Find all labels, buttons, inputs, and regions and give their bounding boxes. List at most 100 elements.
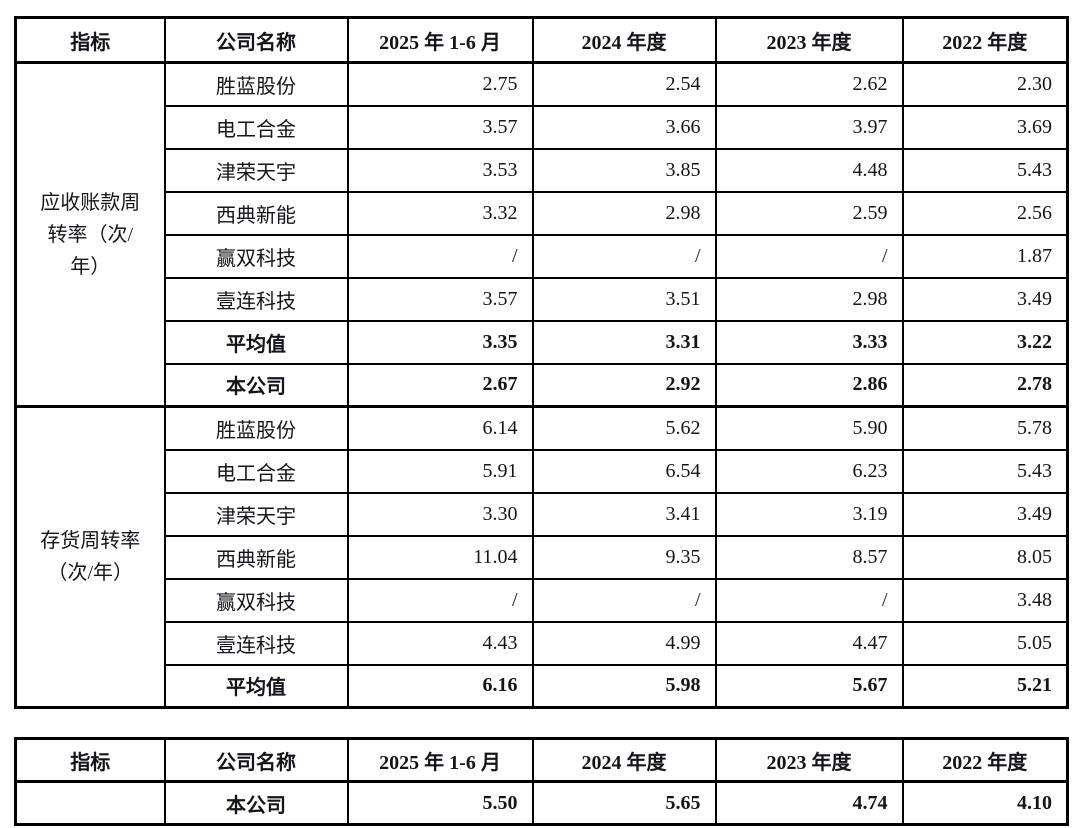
value-cell: 3.31 [531, 319, 717, 365]
value-cell: 4.74 [714, 780, 904, 826]
value-cell: 4.47 [714, 620, 904, 666]
row-label-average: 平均值 [163, 663, 349, 709]
value-cell: / [346, 233, 534, 279]
row-label-our-company: 本公司 [163, 780, 349, 826]
value-cell: 3.57 [346, 104, 534, 150]
value-cell: 6.54 [531, 448, 717, 494]
value-cell: 2.75 [346, 61, 534, 107]
row-label-average: 平均值 [163, 319, 349, 365]
value-cell: 2.98 [531, 190, 717, 236]
table-row: 西典新能 3.32 2.98 2.59 2.56 [16, 190, 1069, 236]
value-cell: 2.92 [531, 362, 717, 408]
column-header-2024: 2024 年度 [531, 16, 717, 64]
column-header-2022: 2022 年度 [901, 16, 1069, 64]
value-cell: / [714, 577, 904, 623]
value-cell: 5.43 [901, 448, 1069, 494]
column-header-indicator: 指标 [14, 737, 166, 783]
value-cell: 9.35 [531, 534, 717, 580]
value-cell: 8.05 [901, 534, 1069, 580]
value-cell: 3.19 [714, 491, 904, 537]
company-name-cell: 胜蓝股份 [163, 61, 349, 107]
value-cell: 6.14 [346, 405, 534, 451]
value-cell: 5.21 [901, 663, 1069, 709]
indicator-cell-receivables-turnover: 应收账款周 转率（次/ 年） [14, 61, 166, 408]
value-cell: 5.98 [531, 663, 717, 709]
value-cell: 2.67 [346, 362, 534, 408]
table-row: 赢双科技 / / / 1.87 [16, 233, 1069, 279]
value-cell: 5.43 [901, 147, 1069, 193]
value-cell: 3.53 [346, 147, 534, 193]
value-cell: 11.04 [346, 534, 534, 580]
value-cell: 3.97 [714, 104, 904, 150]
value-cell: 6.16 [346, 663, 534, 709]
indicator-cell-inventory-turnover: 存货周转率 （次/年） [14, 405, 166, 709]
company-name-cell: 津荣天宇 [163, 147, 349, 193]
value-cell: 5.90 [714, 405, 904, 451]
value-cell: 3.41 [531, 491, 717, 537]
table-row: 电工合金 5.91 6.54 6.23 5.43 [16, 448, 1069, 494]
value-cell: 5.91 [346, 448, 534, 494]
value-cell: 1.87 [901, 233, 1069, 279]
company-name-cell: 西典新能 [163, 534, 349, 580]
company-name-cell: 津荣天宇 [163, 491, 349, 537]
value-cell: 3.22 [901, 319, 1069, 365]
column-header-2022: 2022 年度 [901, 737, 1069, 783]
value-cell: / [346, 577, 534, 623]
header-row: 指标 公司名称 2025 年 1-6 月 2024 年度 2023 年度 202… [14, 16, 1069, 64]
column-header-2023: 2023 年度 [714, 737, 904, 783]
value-cell: / [531, 233, 717, 279]
value-cell: 2.62 [714, 61, 904, 107]
company-name-cell: 电工合金 [163, 448, 349, 494]
our-company-summary-table: 指标 公司名称 2025 年 1-6 月 2024 年度 2023 年度 202… [14, 737, 1069, 826]
value-cell: 4.48 [714, 147, 904, 193]
header-row: 指标 公司名称 2025 年 1-6 月 2024 年度 2023 年度 202… [14, 737, 1069, 783]
table-row: 存货周转率 （次/年） 胜蓝股份 6.14 5.62 5.90 5.78 [14, 405, 1069, 709]
table-row: 壹连科技 4.43 4.99 4.47 5.05 [16, 620, 1069, 666]
company-name-cell: 西典新能 [163, 190, 349, 236]
column-header-2023: 2023 年度 [714, 16, 904, 64]
value-cell: / [714, 233, 904, 279]
value-cell: / [531, 577, 717, 623]
value-cell: 3.51 [531, 276, 717, 322]
value-cell: 3.49 [901, 491, 1069, 537]
company-name-cell: 胜蓝股份 [163, 405, 349, 451]
company-name-cell: 赢双科技 [163, 577, 349, 623]
value-cell: 2.54 [531, 61, 717, 107]
company-name-cell: 壹连科技 [163, 620, 349, 666]
company-name-cell: 赢双科技 [163, 233, 349, 279]
value-cell: 2.86 [714, 362, 904, 408]
value-cell: 4.43 [346, 620, 534, 666]
table-row: 津荣天宇 3.53 3.85 4.48 5.43 [16, 147, 1069, 193]
value-cell: 5.05 [901, 620, 1069, 666]
column-header-company: 公司名称 [163, 737, 349, 783]
our-company-row: 本公司 2.67 2.92 2.86 2.78 [16, 362, 1069, 408]
column-header-2025: 2025 年 1-6 月 [346, 737, 534, 783]
table-row: 壹连科技 3.57 3.51 2.98 3.49 [16, 276, 1069, 322]
value-cell: 3.35 [346, 319, 534, 365]
value-cell: 4.10 [901, 780, 1069, 826]
value-cell: 3.57 [346, 276, 534, 322]
value-cell: 8.57 [714, 534, 904, 580]
value-cell: 3.33 [714, 319, 904, 365]
value-cell: 5.62 [531, 405, 717, 451]
table-row: 西典新能 11.04 9.35 8.57 8.05 [16, 534, 1069, 580]
value-cell: 2.98 [714, 276, 904, 322]
value-cell: 3.32 [346, 190, 534, 236]
average-row: 平均值 6.16 5.98 5.67 5.21 [16, 663, 1069, 709]
value-cell: 2.30 [901, 61, 1069, 107]
value-cell: 2.59 [714, 190, 904, 236]
column-header-2025: 2025 年 1-6 月 [346, 16, 534, 64]
value-cell: 5.65 [531, 780, 717, 826]
turnover-comparison-table: 指标 公司名称 2025 年 1-6 月 2024 年度 2023 年度 202… [14, 16, 1069, 709]
value-cell: 5.50 [346, 780, 534, 826]
company-name-cell: 壹连科技 [163, 276, 349, 322]
value-cell: 5.78 [901, 405, 1069, 451]
column-header-company: 公司名称 [163, 16, 349, 64]
value-cell: 3.85 [531, 147, 717, 193]
indicator-cell-empty [14, 780, 166, 826]
table-row: 津荣天宇 3.30 3.41 3.19 3.49 [16, 491, 1069, 537]
value-cell: 2.78 [901, 362, 1069, 408]
value-cell: 6.23 [714, 448, 904, 494]
table-row: 电工合金 3.57 3.66 3.97 3.69 [16, 104, 1069, 150]
